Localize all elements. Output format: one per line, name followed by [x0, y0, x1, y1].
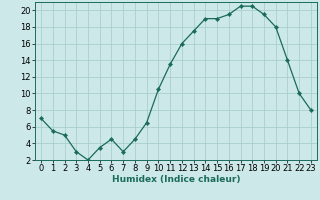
X-axis label: Humidex (Indice chaleur): Humidex (Indice chaleur) [112, 175, 240, 184]
